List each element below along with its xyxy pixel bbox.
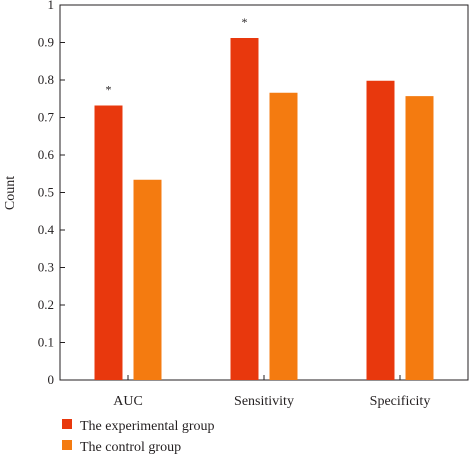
y-tick-label: 0.8 <box>38 72 54 87</box>
x-axis: AUC Sensitivity Specificity <box>113 375 430 409</box>
y-tick-label: 0.1 <box>38 335 54 350</box>
y-tick-label: 0.7 <box>38 110 55 125</box>
y-axis-title: Count <box>3 176 18 210</box>
legend-swatch <box>62 419 72 429</box>
y-tick-label: 1 <box>48 0 55 12</box>
y-tick-label: 0.2 <box>38 297 54 312</box>
x-category-label: Sensitivity <box>234 394 294 409</box>
y-tick-label: 0 <box>48 372 55 387</box>
annotations-group: ** <box>106 15 248 97</box>
y-axis: 0 0.1 0.2 0.3 0.4 0.5 0.6 0.7 0.8 0.9 1 <box>38 0 65 387</box>
legend-swatch <box>62 440 72 450</box>
bar-specificity-series-1 <box>405 96 434 380</box>
x-category-label: Specificity <box>370 394 431 409</box>
bar-auc-series-0 <box>94 105 123 380</box>
legend-label: The experimental group <box>80 419 215 434</box>
y-tick-label: 0.4 <box>38 222 55 237</box>
x-category-label: AUC <box>113 394 143 409</box>
bar-sensitivity-series-1 <box>269 92 298 380</box>
significance-marker: * <box>106 83 112 97</box>
bar-sensitivity-series-0 <box>230 38 259 380</box>
y-tick-label: 0.6 <box>38 147 55 162</box>
y-tick-label: 0.5 <box>38 185 54 200</box>
legend: The experimental group The control group <box>62 419 215 455</box>
bar-auc-series-1 <box>133 179 162 380</box>
y-tick-label: 0.9 <box>38 35 54 50</box>
bar-specificity-series-0 <box>366 80 395 380</box>
significance-marker: * <box>242 15 248 29</box>
y-tick-label: 0.3 <box>38 260 54 275</box>
bars-group <box>94 38 434 380</box>
legend-label: The control group <box>80 440 181 455</box>
